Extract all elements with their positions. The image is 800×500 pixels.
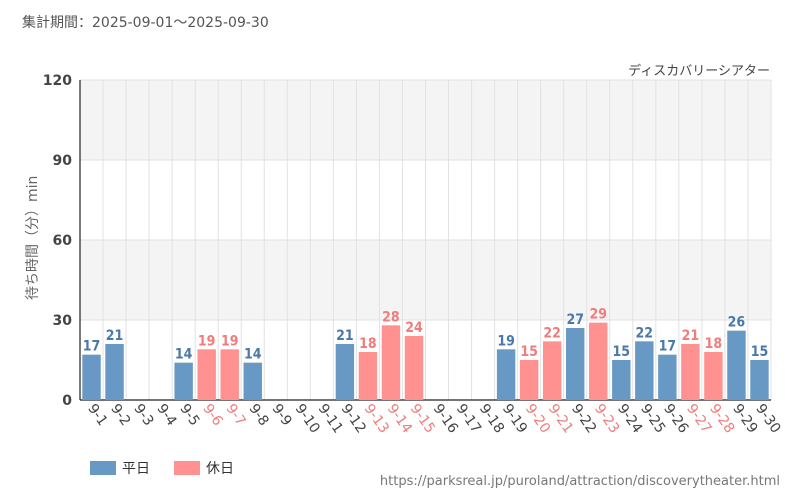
bar [519, 360, 539, 400]
bar-value-label: 15 [751, 344, 769, 360]
bar-value-label: 15 [520, 344, 538, 360]
bar-value-label: 19 [221, 333, 239, 349]
legend-label-holiday: 休日 [206, 461, 234, 477]
bar [727, 330, 746, 400]
bar-value-label: 18 [705, 336, 723, 352]
x-tick-label: 9-6 [199, 401, 225, 429]
bar-value-label: 19 [497, 333, 515, 349]
bar [750, 360, 769, 400]
x-tick-label: 9-19 [499, 401, 530, 436]
y-tick-label: 90 [53, 153, 73, 169]
x-tick-label: 9-18 [476, 401, 507, 436]
bar-value-label: 21 [682, 328, 700, 344]
bar [335, 344, 355, 400]
bar-value-label: 29 [589, 307, 607, 323]
legend-item-holiday: 休日 [174, 458, 234, 478]
y-tick-label: 60 [53, 233, 73, 249]
bar-value-label: 17 [83, 339, 101, 355]
bar-value-label: 17 [659, 339, 677, 355]
x-tick-label: 9-13 [361, 401, 392, 436]
bar-value-label: 28 [382, 309, 400, 325]
legend-swatch-holiday [174, 461, 200, 475]
x-tick-label: 9-21 [545, 401, 576, 436]
x-tick-label: 9-17 [453, 401, 484, 436]
source-link[interactable]: https://parksreal.jp/puroland/attraction… [379, 474, 780, 489]
x-tick-label: 9-29 [729, 401, 760, 436]
x-tick-label: 9-1 [84, 401, 110, 429]
x-tick-label: 9-23 [591, 401, 622, 436]
x-tick-label: 9-12 [338, 401, 369, 436]
x-tick-label: 9-8 [245, 401, 271, 429]
x-tick-label: 9-3 [130, 401, 156, 429]
x-tick-label: 9-26 [660, 401, 691, 436]
bar [197, 349, 216, 400]
bar [243, 362, 262, 400]
bar-value-label: 22 [636, 325, 654, 341]
bar [496, 349, 516, 400]
bar [220, 349, 239, 400]
bar-value-label: 27 [566, 312, 584, 328]
bar-value-label: 24 [405, 320, 423, 336]
x-tick-label: 9-24 [614, 401, 645, 436]
x-tick-label: 9-30 [752, 401, 783, 436]
x-tick-label: 9-11 [315, 401, 346, 436]
x-tick-label: 9-5 [176, 401, 202, 429]
bar [704, 352, 723, 400]
bar [82, 354, 101, 400]
x-tick-label: 9-28 [706, 401, 737, 436]
x-tick-label: 9-16 [430, 401, 461, 436]
bar [174, 362, 193, 400]
bar [589, 322, 608, 400]
x-tick-label: 9-20 [522, 401, 553, 436]
x-tick-label: 9-27 [683, 401, 714, 436]
bar [381, 325, 401, 400]
y-tick-label: 120 [43, 73, 72, 89]
period-label: 集計期間：2025-09-01～2025-09-30 [22, 15, 269, 31]
bar-value-label: 18 [359, 336, 377, 352]
legend: 平日 休日 [90, 458, 258, 478]
bar-value-label: 21 [106, 328, 124, 344]
bar [612, 360, 631, 400]
bar-value-label: 14 [175, 347, 193, 363]
legend-item-weekday: 平日 [90, 458, 150, 478]
x-tick-label: 9-10 [292, 401, 323, 436]
x-tick-label: 9-22 [568, 401, 599, 436]
x-tick-label: 9-15 [407, 401, 438, 436]
bar [658, 354, 677, 400]
bar-value-label: 15 [613, 344, 631, 360]
bar [566, 328, 585, 400]
bar [358, 352, 378, 400]
bar [105, 344, 124, 400]
x-tick-label: 9-2 [107, 401, 133, 429]
bar-value-label: 14 [244, 347, 262, 363]
x-tick-label: 9-14 [384, 401, 415, 436]
legend-label-weekday: 平日 [122, 461, 150, 477]
x-tick-label: 9-25 [637, 401, 668, 436]
chart-title: ディスカバリーシアター [628, 64, 770, 79]
bar [681, 344, 700, 400]
legend-swatch-weekday [90, 461, 116, 475]
bar-value-label: 26 [728, 315, 746, 331]
bar [542, 341, 562, 400]
x-tick-label: 9-4 [153, 401, 179, 429]
bar-value-label: 19 [198, 333, 216, 349]
bar [635, 341, 654, 400]
y-tick-label: 0 [62, 393, 72, 409]
bar [404, 336, 424, 400]
bar-value-label: 22 [543, 325, 561, 341]
x-tick-label: 9-9 [269, 401, 295, 429]
y-tick-label: 30 [53, 313, 73, 329]
bar-value-label: 21 [336, 328, 354, 344]
x-tick-label: 9-7 [222, 401, 248, 429]
